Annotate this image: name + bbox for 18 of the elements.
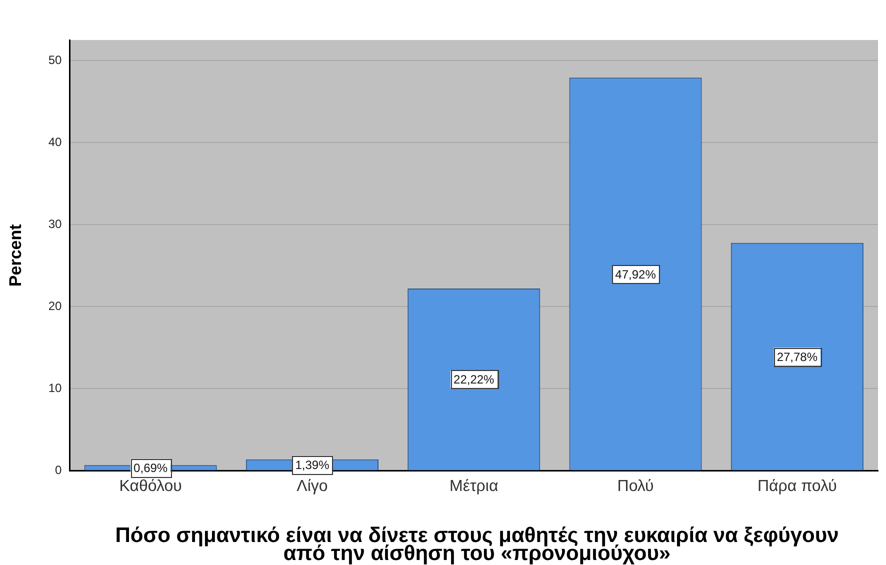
x-tick-label: Καθόλου [119,478,182,495]
y-tick-label: 50 [48,52,62,67]
x-tick-label: Μέτρια [450,478,498,495]
y-tick-label: 30 [48,216,62,231]
y-tick-label: 20 [48,299,62,313]
data-label: 47,92% [615,267,656,282]
x-tick-label: Πάρα πολύ [757,478,837,495]
y-tick-label: 0 [55,463,62,478]
x-axis-title: Πόσο σημαντικό είναι να δίνετε στους μαθητές την ευκαιρία να ξεφύγουν από την αίσθηση του «προνομιούχου» [114,524,840,565]
data-label: 27,78% [776,350,818,364]
data-label: 1,39% [295,458,330,472]
x-tick-label: Πολύ [617,478,654,495]
data-label: 0,69% [134,461,168,476]
y-axis-title: Percent [6,224,25,287]
y-tick-label: 40 [48,134,62,149]
data-label: 22,22% [454,372,495,387]
y-tick-label: 10 [48,381,62,396]
x-tick-label: Λίγο [296,478,328,495]
